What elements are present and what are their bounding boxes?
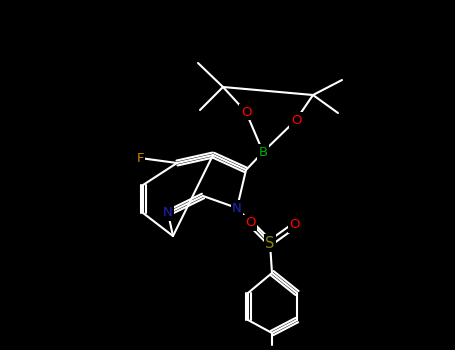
Text: O: O: [291, 113, 301, 126]
Text: N: N: [232, 202, 242, 215]
Text: S: S: [265, 236, 275, 251]
Text: O: O: [290, 218, 300, 231]
Text: F: F: [136, 152, 144, 164]
Text: N: N: [163, 206, 173, 219]
Text: O: O: [241, 105, 251, 119]
Text: O: O: [245, 217, 255, 230]
Text: B: B: [258, 146, 268, 159]
